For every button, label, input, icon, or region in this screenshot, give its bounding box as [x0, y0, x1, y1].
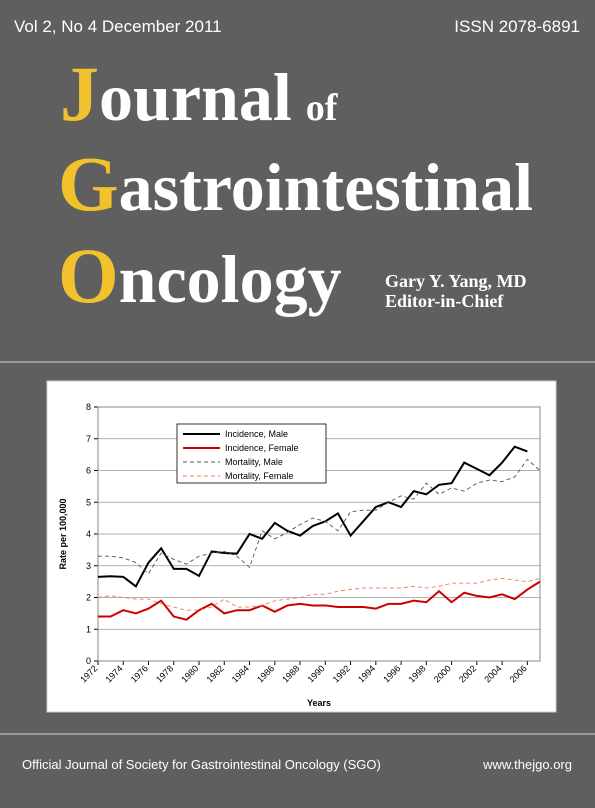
- y-tick-label: 3: [86, 561, 91, 571]
- series-line: [97, 445, 528, 588]
- footer-url: www.thejgo.org: [482, 757, 572, 772]
- title-initial: O: [58, 232, 119, 319]
- y-tick-label: 1: [86, 624, 91, 634]
- y-tick-label: 6: [86, 466, 91, 476]
- title-line: Journal of: [60, 50, 339, 137]
- y-tick-label: 8: [86, 402, 91, 412]
- issn: ISSN 2078-6891: [454, 17, 580, 36]
- plot-frame: [97, 406, 541, 662]
- y-tick-label: 7: [86, 434, 91, 444]
- editor-role: Editor-in-Chief: [385, 291, 504, 311]
- legend-label: Mortality, Male: [225, 457, 283, 467]
- legend-label: Mortality, Female: [225, 471, 293, 481]
- title-small: of: [306, 87, 339, 129]
- footer-society: Official Journal of Society for Gastroin…: [22, 757, 381, 772]
- title-rest: astrointestinal: [119, 149, 533, 225]
- legend-label: Incidence, Female: [225, 443, 299, 453]
- y-tick-label: 5: [86, 497, 91, 507]
- issue: Vol 2, No 4 December 2011: [14, 17, 222, 36]
- series-line: [98, 458, 541, 575]
- title-initial: J: [60, 50, 99, 137]
- series-line: [97, 577, 541, 611]
- title-line: Gastrointestinal: [58, 140, 533, 227]
- x-axis-label: Years: [307, 698, 331, 708]
- title-initial: G: [58, 140, 119, 227]
- series-line: [98, 580, 541, 621]
- y-tick-label: 0: [86, 656, 91, 666]
- title-rest: ncology: [119, 241, 342, 317]
- y-tick-label: 4: [86, 529, 91, 539]
- legend-label: Incidence, Male: [225, 429, 288, 439]
- title-rest: ournal: [99, 59, 292, 135]
- editor-name: Gary Y. Yang, MD: [385, 271, 527, 291]
- y-tick-label: 2: [86, 593, 91, 603]
- y-axis-label: Rate per 100,000: [58, 498, 68, 569]
- title-line: Oncology: [58, 232, 342, 319]
